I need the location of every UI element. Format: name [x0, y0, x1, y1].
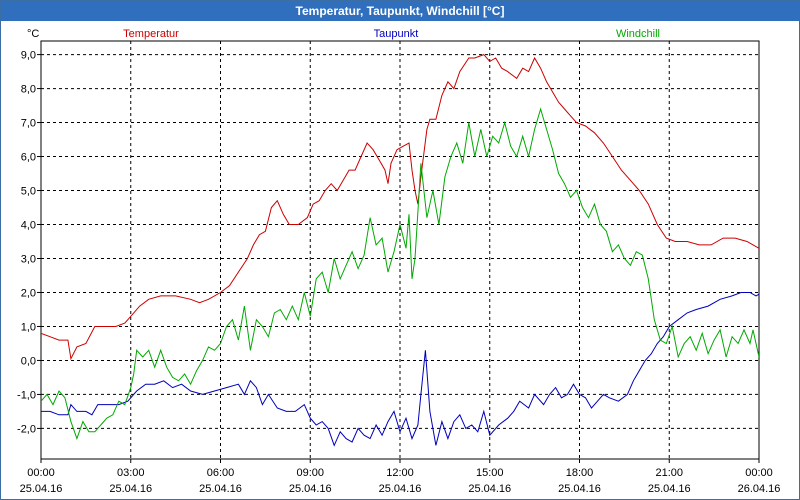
x-tick-time: 15:00 — [476, 467, 504, 479]
y-tick-label: -2,0 — [17, 423, 36, 435]
x-tick-time: 00:00 — [745, 467, 773, 479]
legend-item-windchill: Windchill — [616, 28, 660, 40]
legend-item-taupunkt: Taupunkt — [374, 28, 419, 40]
y-tick-label: 1,0 — [21, 321, 36, 333]
legend: Temperatur Taupunkt Windchill — [123, 28, 660, 40]
axes: 9,0 8,0 7,0 6,0 5,0 4,0 3,0 2,0 1,0 0,0 -1,0 -2,0 °C… — [17, 28, 780, 495]
x-tick-date: 25.04.16 — [648, 483, 691, 495]
x-tick-date: 25.04.16 — [468, 483, 511, 495]
series-line-windchill — [41, 107, 759, 441]
chart-area: 9,0 8,0 7,0 6,0 5,0 4,0 3,0 2,0 1,0 0,0 -1,0 -2,0 °C… — [17, 28, 780, 495]
series-line-taupunkt — [41, 292, 759, 447]
y-tick-label: 7,0 — [21, 118, 36, 130]
y-tick-label: 0,0 — [21, 355, 36, 367]
y-tick-label: -1,0 — [17, 389, 36, 401]
x-tick-time: 18:00 — [566, 467, 594, 479]
x-tick-date: 26.04.16 — [738, 483, 781, 495]
x-tick-date: 25.04.16 — [20, 483, 63, 495]
y-tick-label: 5,0 — [21, 186, 36, 198]
series-lines — [41, 54, 759, 447]
grid — [40, 40, 760, 460]
y-axis-label: °C — [27, 28, 39, 40]
y-tick-label: 6,0 — [21, 152, 36, 164]
x-tick-time: 09:00 — [296, 467, 324, 479]
y-tick-label: 4,0 — [21, 220, 36, 232]
y-tick-label: 2,0 — [21, 287, 36, 299]
x-tick-date: 25.04.16 — [199, 483, 242, 495]
x-tick-time: 00:00 — [27, 467, 55, 479]
series-line-temperatur — [41, 54, 759, 361]
y-tick-label: 9,0 — [21, 50, 36, 62]
window-title: Temperatur, Taupunkt, Windchill [°C] — [1, 1, 799, 21]
x-tick-date: 25.04.16 — [109, 483, 152, 495]
y-tick-label: 8,0 — [21, 84, 36, 96]
x-tick-time: 21:00 — [655, 467, 683, 479]
legend-item-temperatur: Temperatur — [123, 28, 179, 40]
y-tick-label: 3,0 — [21, 253, 36, 265]
x-tick-date: 25.04.16 — [558, 483, 601, 495]
x-tick-time: 06:00 — [207, 467, 235, 479]
x-tick-time: 12:00 — [386, 467, 414, 479]
x-tick-date: 25.04.16 — [379, 483, 422, 495]
x-tick-date: 25.04.16 — [289, 483, 332, 495]
x-tick-time: 03:00 — [117, 467, 145, 479]
